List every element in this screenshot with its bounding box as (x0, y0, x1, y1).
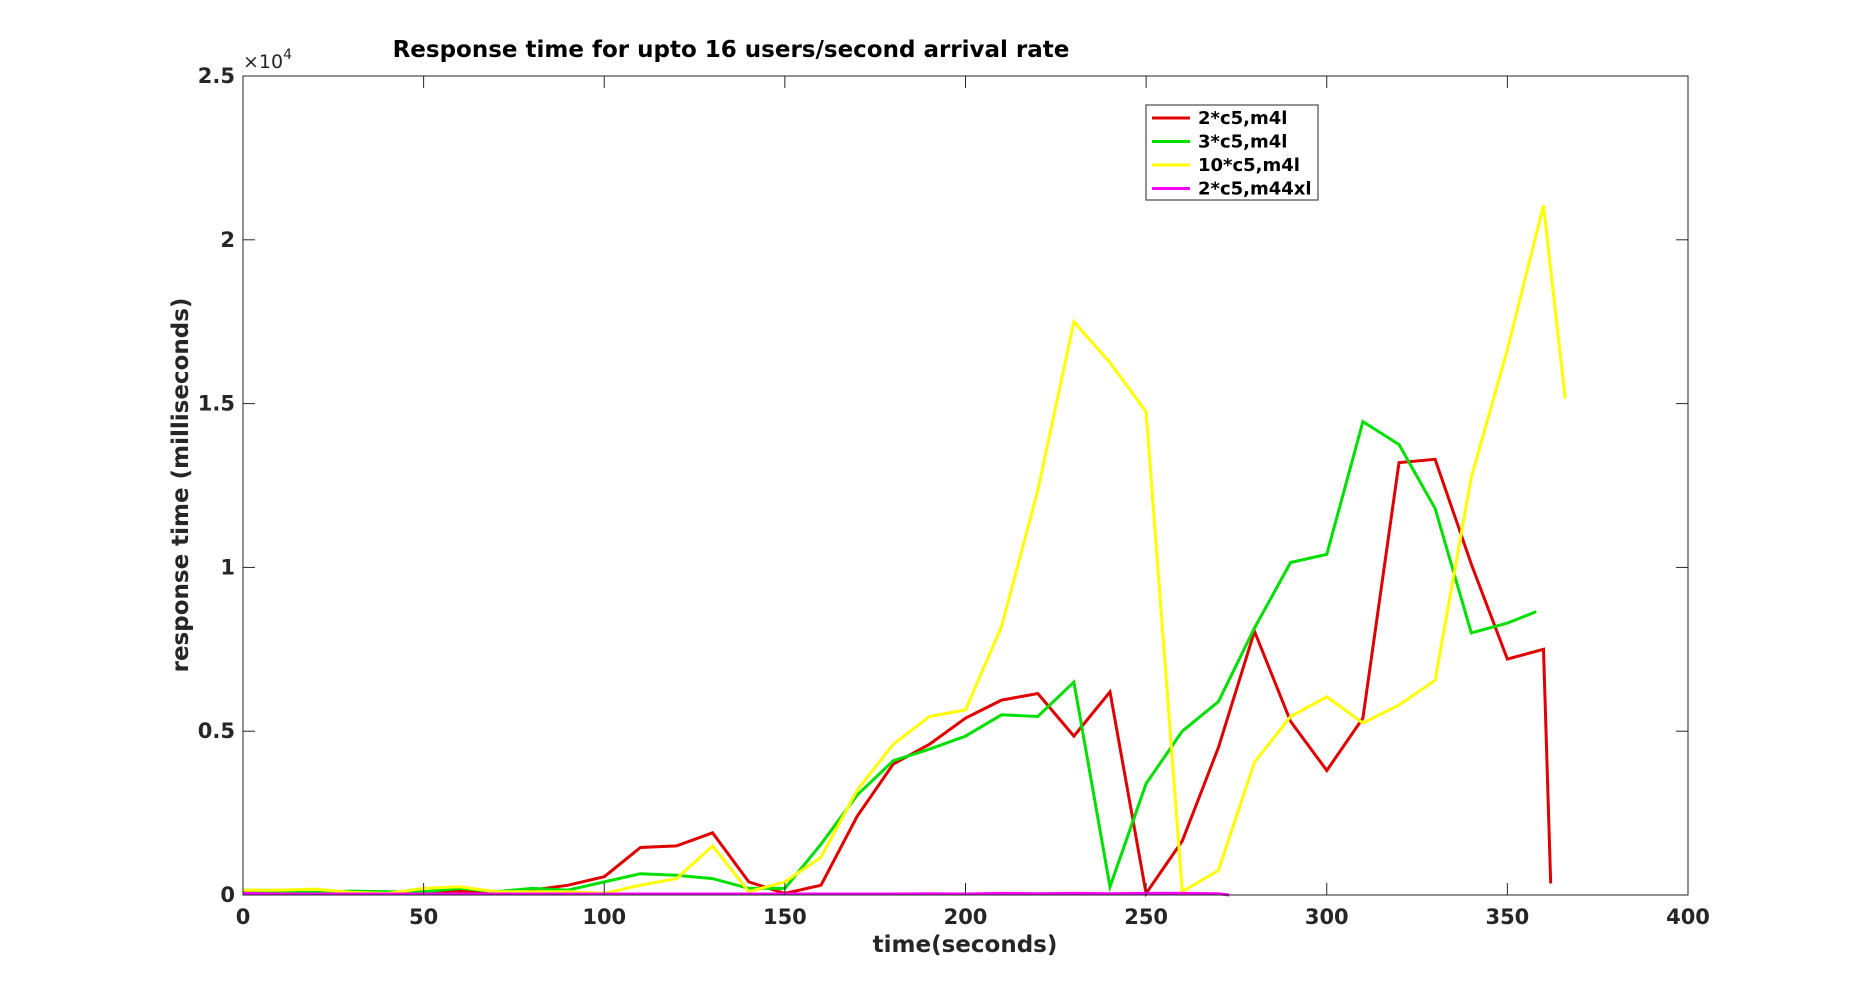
y-tick-label: 0.5 (198, 719, 235, 743)
y-axis-label: response time (milliseconds) (168, 298, 194, 673)
y-exponent-power: 4 (283, 47, 292, 63)
y-tick-label: 0 (220, 883, 235, 907)
x-tick-label: 200 (944, 905, 988, 929)
series-layer (242, 205, 1567, 898)
legend-label-2: 3*c5,m4l (1198, 132, 1287, 153)
x-tick-label: 100 (582, 905, 626, 929)
plot-area (243, 76, 1688, 895)
series-line-2 (242, 419, 1537, 894)
y-exponent-base: ×10 (243, 51, 283, 73)
series-line-4 (242, 891, 1230, 897)
y-tick-label: 1.5 (198, 392, 235, 416)
x-tick-label: 50 (409, 905, 438, 929)
x-axis-label: time(seconds) (873, 932, 1058, 958)
legend-box (1145, 104, 1319, 201)
x-axis: 0 50 100 150 200 250 300 350 400 (236, 76, 1710, 929)
x-tick-label: 250 (1124, 905, 1168, 929)
x-tick-label: 150 (763, 905, 807, 929)
x-tick-label: 350 (1485, 905, 1529, 929)
x-tick-label: 300 (1305, 905, 1349, 929)
x-tick-label: 400 (1666, 905, 1710, 929)
chart-title: Response time for upto 16 users/second a… (393, 37, 1070, 63)
legend-label-3: 10*c5,m4l (1198, 155, 1300, 176)
y-tick-label: 1 (220, 555, 235, 579)
y-tick-label: 2.5 (198, 64, 235, 88)
y-tick-label: 2 (220, 228, 235, 252)
y-axis: 0 0.5 1 1.5 2 2.5 (198, 64, 1688, 907)
x-tick-label: 0 (236, 905, 251, 929)
y-exponent-label: ×104 (243, 47, 292, 73)
series-line-3 (243, 205, 1567, 895)
legend-label-4: 2*c5,m44xl (1198, 179, 1312, 200)
legend-label-1: 2*c5,m4l (1198, 108, 1287, 129)
